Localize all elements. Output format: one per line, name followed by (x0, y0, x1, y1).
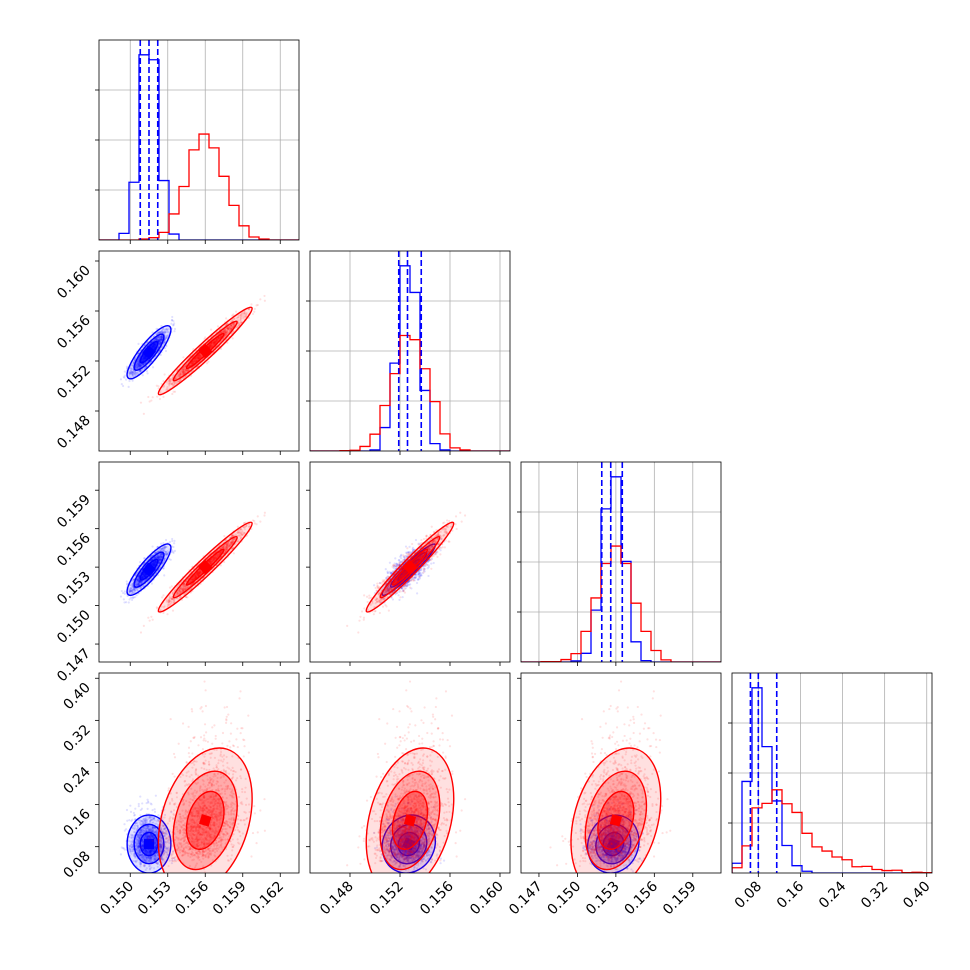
scatter-series-2 (139, 673, 266, 873)
y-tick-label: 0.150 (54, 607, 94, 647)
histogram-panel-4: 0.08 0.16 0.24 0.32 0.40 (728, 672, 934, 912)
density-peak-2 (403, 814, 417, 827)
x-tick-label: 0.148 (317, 879, 357, 919)
x-tick-label: 0.40 (900, 879, 933, 912)
x-tick-label: 0.150 (97, 879, 137, 919)
y-tick-label: 0.156 (54, 312, 94, 352)
x-tick-label: 0.162 (247, 879, 287, 919)
x-tick-label: 0.150 (545, 879, 585, 919)
scatter-panel-2-1: 0.148 0.152 0.156 0.160 (54, 250, 300, 455)
x-tick-label: 0.160 (467, 879, 507, 919)
scatter-series-1 (119, 537, 177, 604)
x-tick-label: 0.156 (621, 878, 661, 918)
x-tick-label: 0.24 (816, 878, 849, 911)
scatter-series-2 (139, 511, 266, 634)
scatter-series-2 (346, 511, 467, 634)
x-tick-label: 0.153 (135, 879, 175, 919)
histogram-series-1 (521, 476, 721, 662)
y-tick-label: 0.159 (54, 492, 94, 532)
x-tick-label: 0.152 (367, 879, 407, 919)
density-peak-2 (609, 814, 623, 827)
histogram-series-1 (99, 54, 299, 240)
histogram-series-2 (521, 545, 721, 662)
density-peak-2 (402, 560, 418, 575)
histogram-panel-1 (95, 39, 300, 244)
y-tick-label: 0.24 (60, 764, 93, 797)
x-tick-label: 0.153 (583, 879, 623, 919)
y-tick-label: 0.153 (54, 569, 94, 609)
histogram-series-2 (99, 133, 299, 240)
y-tick-label: 0.147 (54, 646, 94, 686)
density-peak-1 (141, 562, 157, 577)
x-tick-label: 0.156 (172, 878, 212, 918)
scatter-series-1 (119, 794, 177, 873)
x-tick-label: 0.159 (210, 879, 250, 919)
density-peak-1 (144, 839, 154, 850)
x-tick-label: 0.16 (774, 878, 807, 911)
density-peak-2 (198, 343, 213, 359)
y-tick-label: 0.16 (60, 806, 93, 839)
scatter-series-1 (119, 315, 177, 389)
x-tick-label: 0.147 (506, 879, 546, 919)
histogram-series-2 (310, 334, 510, 451)
scatter-panel-4-2: 0.148 0.152 0.156 0.160 (306, 672, 511, 919)
y-tick-label: 0.160 (54, 263, 94, 303)
histogram-panel-3 (517, 461, 722, 666)
x-tick-label: 0.156 (417, 878, 457, 918)
scatter-series-2 (549, 673, 672, 873)
scatter-series-2 (139, 294, 266, 415)
x-tick-label: 0.32 (858, 879, 891, 912)
scatter-series-2 (346, 673, 467, 873)
y-tick-label: 0.156 (54, 530, 94, 570)
y-tick-label: 0.32 (60, 722, 93, 755)
y-tick-label: 0.152 (54, 363, 94, 403)
scatter-panel-3-2 (306, 461, 511, 666)
density-peak-2 (199, 814, 212, 827)
y-tick-label: 0.08 (60, 848, 93, 881)
x-tick-label: 0.159 (660, 879, 700, 919)
y-tick-label: 0.148 (54, 413, 94, 453)
density-peak-2 (198, 560, 213, 575)
histogram-series-2 (732, 789, 932, 873)
histogram-series-1 (310, 265, 510, 451)
density-peak-1 (141, 345, 157, 360)
histogram-panel-2 (306, 250, 511, 455)
x-tick-label: 0.08 (732, 879, 765, 912)
histogram-series-1 (732, 687, 932, 873)
